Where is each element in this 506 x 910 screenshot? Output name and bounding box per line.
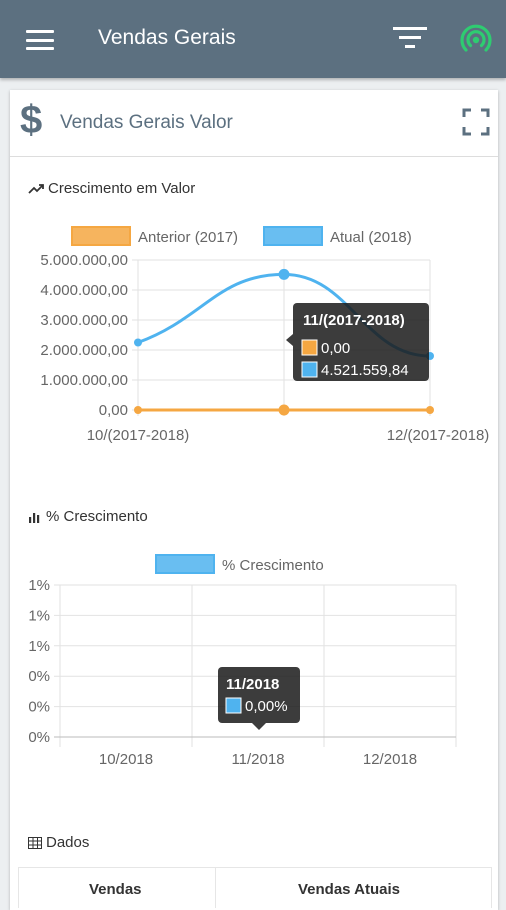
y-tick-label: 0% (28, 668, 50, 685)
tooltip-value: 0,00 (321, 340, 350, 357)
column-divider (215, 868, 216, 908)
data-point-previous (426, 406, 434, 414)
tooltip-value: 4.521.559,84 (321, 362, 409, 379)
y-tick-label: 0% (28, 729, 50, 746)
column-header-current-sales[interactable]: Vendas Atuais (298, 881, 400, 898)
x-tick-label: 10/(2017-2018) (87, 427, 190, 444)
data-point-current (278, 268, 290, 280)
column-header-sales[interactable]: Vendas (89, 881, 142, 898)
y-tick-label: 2.000.000,00 (40, 342, 128, 359)
data-point-previous (134, 406, 142, 414)
tooltip-box (293, 303, 429, 381)
signal-icon[interactable] (458, 22, 494, 54)
y-tick-label: 1% (28, 607, 50, 624)
tooltip-swatch (301, 339, 318, 356)
y-tick-label: 4.000.000,00 (40, 282, 128, 299)
y-tick-label: 1% (28, 577, 50, 594)
app-bar: Vendas Gerais (0, 0, 506, 78)
tooltip-title: 11/2018 (226, 676, 279, 693)
sales-card: $ Vendas Gerais Valor Crescimento em Val… (10, 90, 498, 910)
menu-icon[interactable] (26, 30, 54, 50)
x-tick-label: 12/2018 (363, 751, 417, 768)
x-tick-label: 11/2018 (231, 751, 284, 768)
section-data: Dados (28, 834, 89, 851)
legend-item-previous-swatch (71, 226, 131, 246)
card-title: Vendas Gerais Valor (60, 112, 233, 133)
section-growth-percent-label: % Crescimento (46, 508, 148, 525)
y-tick-label: 1% (28, 638, 50, 655)
page-title: Vendas Gerais (98, 26, 236, 49)
section-data-label: Dados (46, 834, 90, 851)
legend-item-growth-swatch (155, 554, 215, 574)
bar-chart-icon (29, 513, 40, 524)
y-tick-label: 5.000.000,00 (40, 252, 128, 269)
filter-icon[interactable] (393, 27, 427, 49)
y-tick-label: 3.000.000,00 (40, 312, 128, 329)
dollar-icon: $ (20, 98, 43, 142)
section-growth-value: Crescimento em Valor (28, 180, 195, 197)
x-tick-label: 10/2018 (99, 751, 153, 768)
y-tick-label: 0,00 (99, 402, 128, 419)
legend-item-growth-label: % Crescimento (222, 557, 324, 574)
section-growth-percent: % Crescimento (28, 508, 148, 525)
y-tick-label: 1.000.000,00 (40, 372, 128, 389)
legend-item-previous-label: Anterior (2017) (138, 229, 238, 246)
y-tick-label: 0% (28, 699, 50, 716)
tooltip-swatch (301, 361, 318, 378)
expand-icon[interactable] (462, 108, 490, 136)
x-tick-label: 12/(2017-2018) (387, 427, 490, 444)
trend-icon (28, 184, 44, 194)
data-point-current (134, 338, 142, 347)
growth-percent-chart: % Crescimento 1% 1% 1% 0% 0% 0% 10/2018 11/201… (28, 554, 457, 768)
card-header: $ Vendas Gerais Valor (10, 90, 498, 157)
data-point-previous (278, 404, 290, 416)
section-growth-value-label: Crescimento em Valor (48, 180, 196, 197)
legend-item-current-swatch (263, 226, 323, 246)
data-table-header: Vendas Vendas Atuais (18, 867, 492, 908)
tooltip-pointer (286, 334, 293, 346)
tooltip-swatch (225, 697, 242, 714)
tooltip-title: 11/(2017-2018) (303, 312, 405, 329)
legend-item-current-label: Atual (2018) (330, 229, 412, 246)
tooltip-value: 0,00% (245, 698, 288, 715)
table-icon (28, 837, 42, 850)
growth-value-chart: Anterior (2017) Atual (2018) 5.000.000,00… (40, 226, 490, 444)
tooltip-pointer (252, 723, 266, 730)
